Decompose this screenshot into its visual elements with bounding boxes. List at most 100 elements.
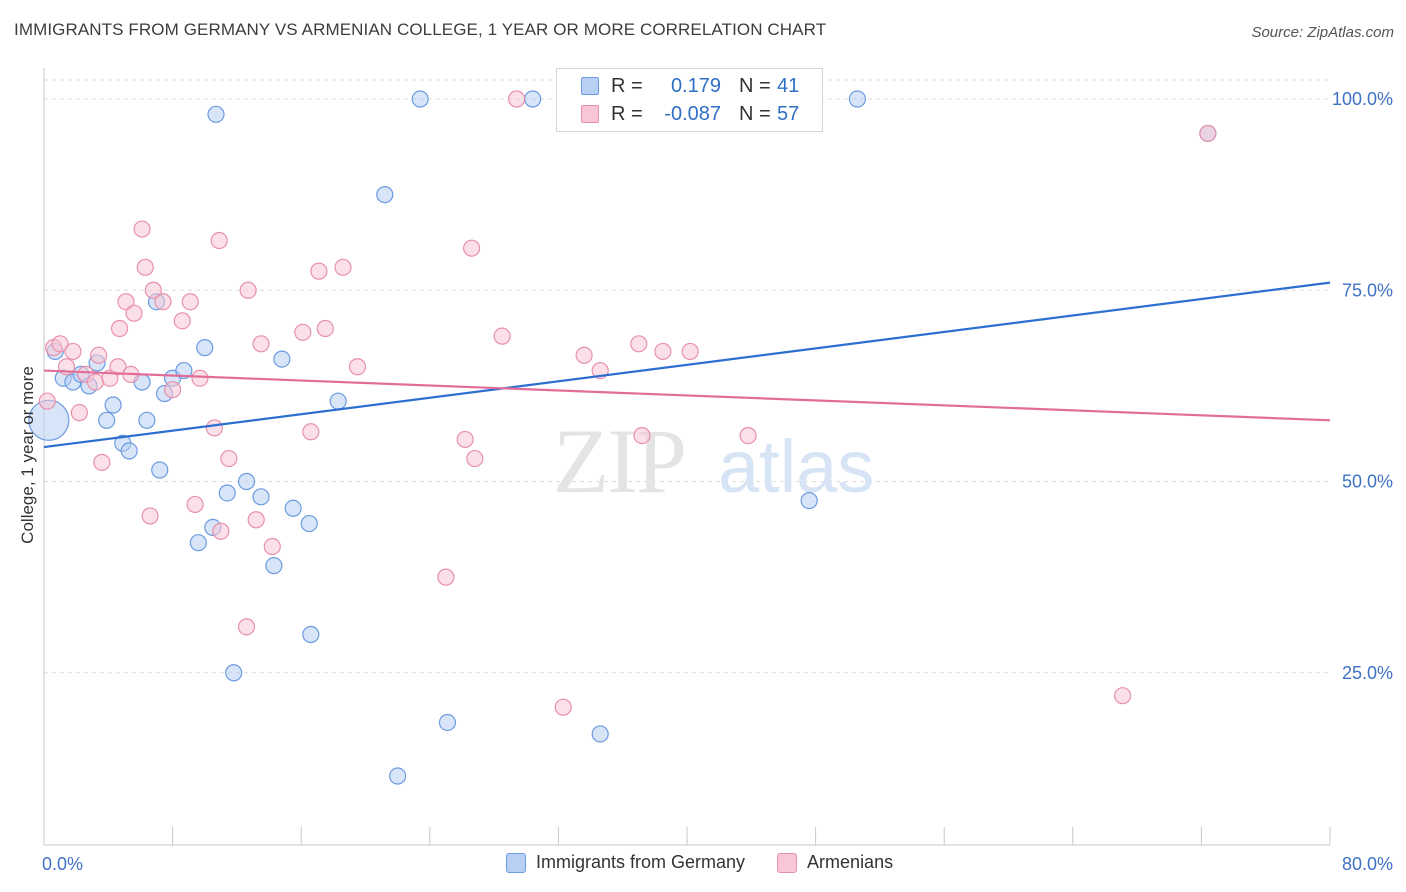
point-armenians — [633, 427, 651, 445]
point-germany — [848, 90, 866, 108]
point-germany — [189, 534, 207, 552]
legend-swatch-germany — [581, 77, 599, 95]
point-armenians — [630, 335, 648, 353]
point-armenians — [144, 281, 162, 299]
trend-line-germany — [43, 281, 1331, 449]
point-armenians — [70, 404, 88, 422]
point-armenians — [205, 419, 223, 437]
legend-n-value-armenians: 57 — [777, 102, 800, 125]
point-germany — [175, 361, 193, 380]
point-germany — [329, 392, 347, 410]
y-tick-label: 75.0% — [1342, 280, 1393, 300]
legend-row-germany: R = 0.179 N = 41 — [557, 72, 799, 100]
point-armenians — [109, 358, 127, 376]
legend-r-label: R = — [611, 74, 643, 97]
point-germany — [284, 499, 302, 517]
y-tick-label: 100.0% — [1332, 89, 1393, 109]
point-armenians — [1114, 687, 1132, 705]
point-germany — [252, 488, 270, 506]
point-germany — [376, 186, 394, 204]
legend-swatch-armenians — [581, 105, 599, 123]
point-armenians — [437, 568, 455, 586]
point-armenians — [263, 537, 281, 556]
point-armenians — [173, 312, 191, 330]
point-germany — [207, 105, 225, 123]
x-tick-label: 80.0% — [1342, 854, 1393, 874]
series-legend: Immigrants from Germany Armenians — [506, 852, 925, 873]
legend-n-label: N = — [739, 74, 771, 97]
y-tick-label: 50.0% — [1342, 472, 1393, 492]
point-armenians — [125, 304, 143, 322]
point-armenians — [38, 392, 56, 410]
point-armenians — [739, 427, 757, 445]
point-germany — [225, 664, 243, 682]
legend-n-value-germany: 41 — [777, 74, 800, 97]
point-armenians — [334, 258, 352, 276]
point-germany — [138, 411, 156, 429]
point-armenians — [493, 327, 511, 345]
point-armenians — [294, 323, 312, 341]
point-germany — [120, 442, 138, 460]
point-germany — [302, 625, 320, 644]
y-tick-label: 25.0% — [1342, 663, 1393, 683]
point-germany — [438, 713, 457, 732]
point-armenians — [90, 346, 108, 364]
point-armenians — [466, 449, 484, 468]
point-armenians — [302, 423, 320, 441]
point-armenians — [136, 258, 154, 276]
correlation-legend: R = 0.179 N = 41 R = -0.087 N = 57 — [556, 68, 823, 132]
point-germany — [104, 396, 122, 414]
point-armenians — [554, 698, 572, 716]
series-swatch-armenians — [777, 852, 798, 873]
point-armenians — [220, 449, 238, 468]
point-armenians — [141, 507, 159, 525]
point-armenians — [191, 369, 209, 387]
point-germany — [218, 484, 236, 502]
point-germany — [265, 557, 283, 575]
point-germany — [98, 411, 116, 429]
point-germany — [273, 350, 291, 368]
point-germany — [151, 461, 169, 479]
point-germany — [411, 90, 429, 108]
point-armenians — [316, 319, 334, 338]
legend-n-label: N = — [739, 102, 771, 125]
trend-line-armenians — [43, 369, 1331, 422]
point-armenians — [508, 90, 526, 108]
series-swatch-germany — [506, 852, 526, 873]
point-armenians — [310, 262, 328, 280]
watermark-zip: ZIP — [553, 410, 685, 512]
x-tick-label: 0.0% — [42, 854, 83, 874]
chart-title: IMMIGRANTS FROM GERMANY VS ARMENIAN COLL… — [14, 20, 827, 39]
point-armenians — [239, 281, 257, 299]
legend-r-label: R = — [611, 102, 643, 125]
point-armenians — [575, 346, 593, 364]
point-armenians — [51, 335, 69, 353]
point-armenians — [237, 618, 256, 636]
point-armenians — [164, 381, 182, 399]
point-armenians — [654, 342, 672, 361]
point-armenians — [110, 319, 129, 338]
point-germany — [196, 339, 214, 357]
point-armenians — [133, 220, 151, 238]
point-armenians — [210, 231, 228, 250]
legend-r-value-armenians: -0.087 — [664, 102, 721, 125]
series-legend-germany[interactable]: Immigrants from Germany — [506, 852, 745, 873]
point-germany — [524, 90, 542, 108]
point-armenians — [462, 239, 481, 257]
legend-r-value-germany: 0.179 — [670, 74, 721, 97]
point-armenians — [247, 511, 265, 529]
point-armenians — [212, 522, 230, 540]
point-armenians — [348, 358, 367, 376]
point-germany — [591, 725, 609, 743]
series-label-germany: Immigrants from Germany — [536, 852, 746, 872]
y-axis-label: College, 1 year or more — [18, 366, 37, 544]
chart-source: Source: ZipAtlas.com — [1251, 24, 1394, 41]
legend-row-armenians: R = -0.087 N = 57 — [557, 100, 799, 128]
series-legend-armenians[interactable]: Armenians — [777, 852, 893, 873]
point-germany — [300, 514, 318, 533]
point-armenians — [181, 293, 199, 311]
point-armenians — [93, 453, 111, 471]
point-germany — [800, 492, 818, 510]
point-armenians — [456, 430, 474, 449]
